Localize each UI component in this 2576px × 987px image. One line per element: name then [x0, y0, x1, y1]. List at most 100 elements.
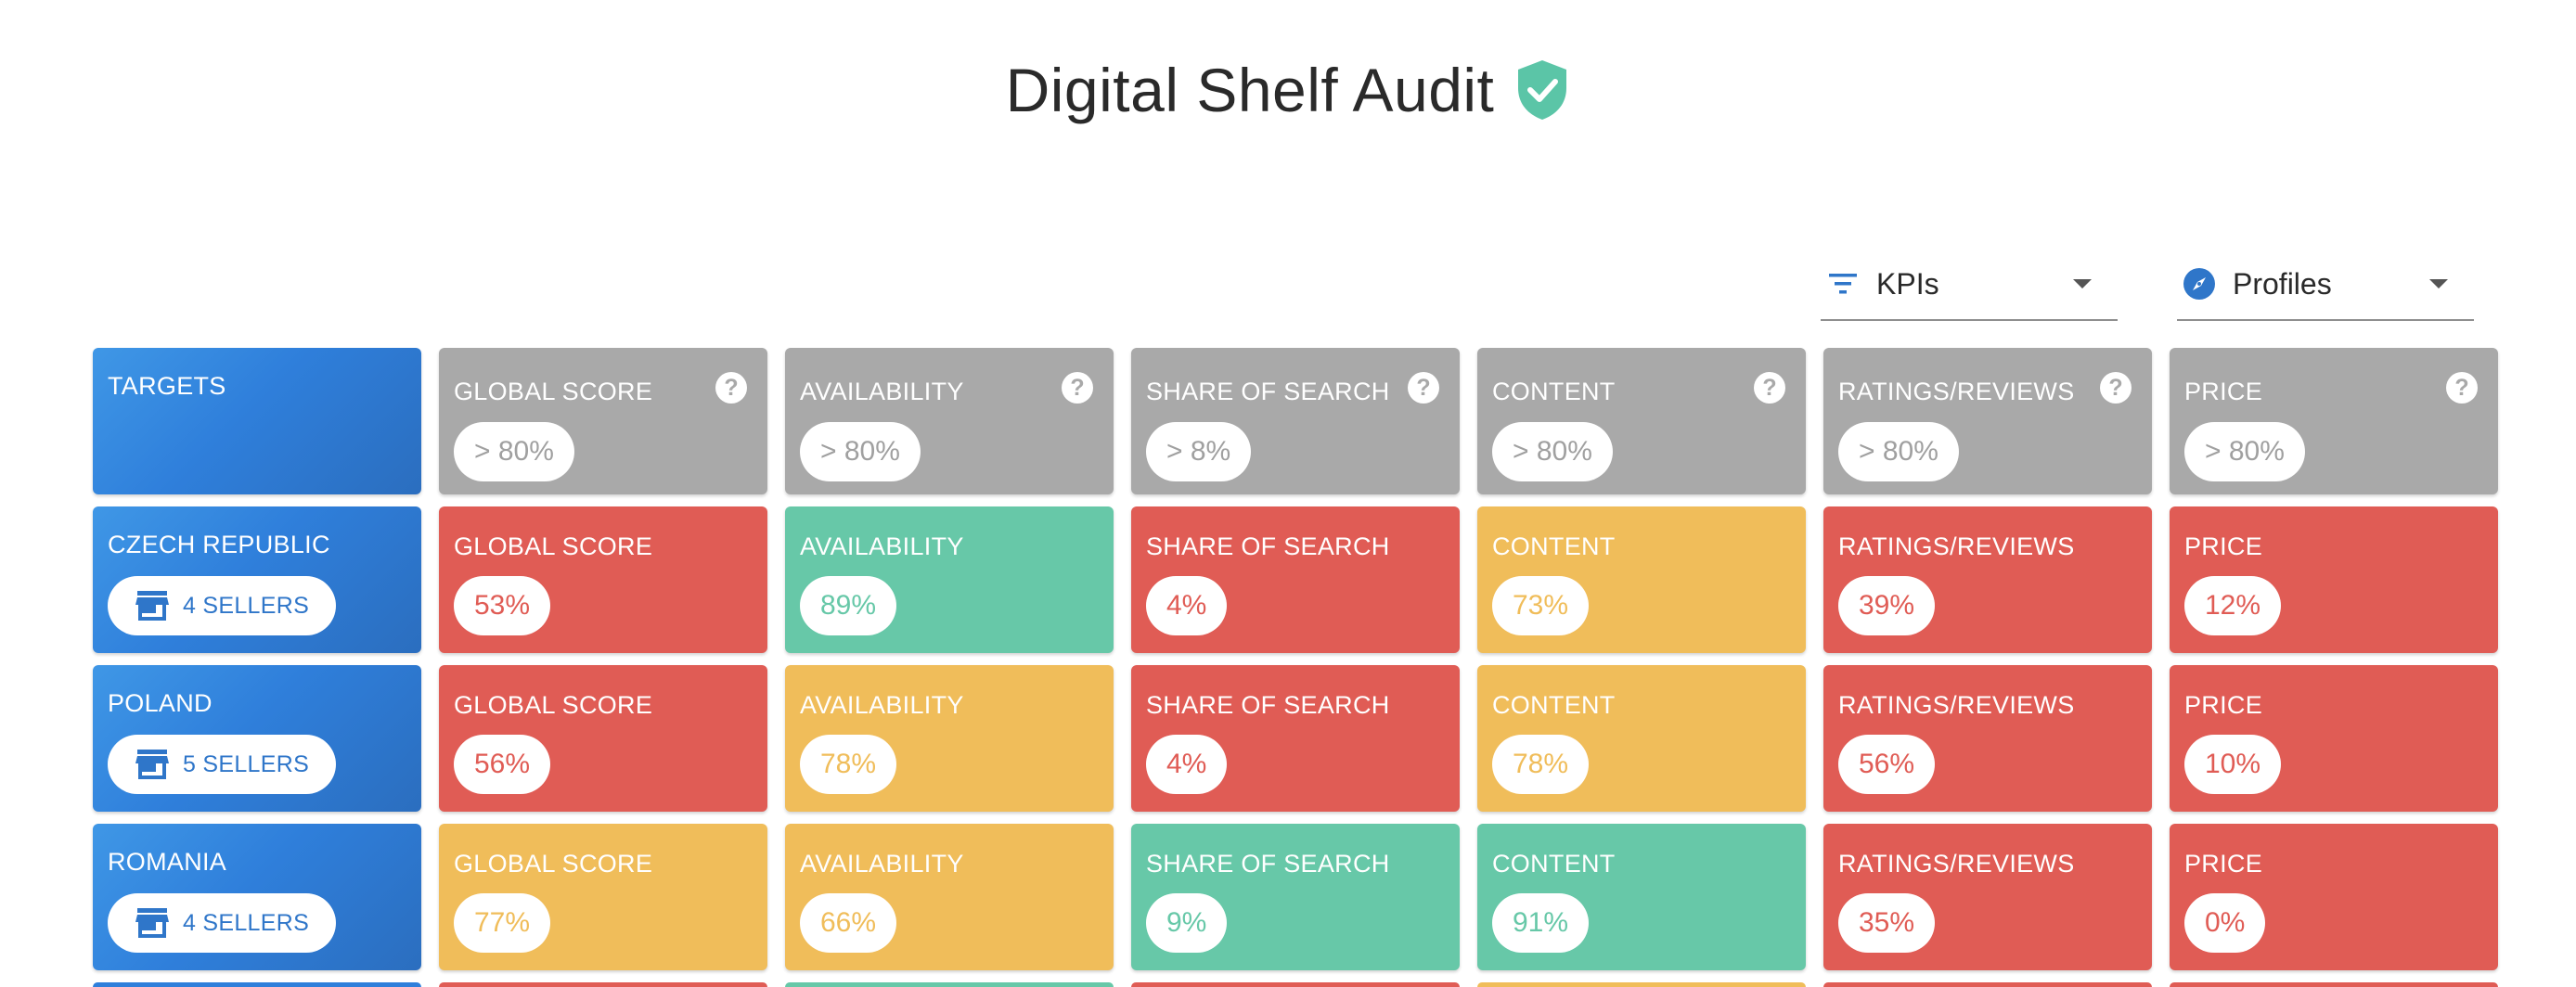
store-icon [135, 750, 169, 779]
next-row-peek-cell [1823, 982, 2152, 987]
sellers-count: 4 SELLERS [182, 909, 310, 936]
store-icon [135, 591, 169, 621]
target-cell-price: PRICE ? > 80% [2170, 348, 2498, 494]
sellers-button[interactable]: 4 SELLERS [108, 576, 336, 635]
country-cell-czech-republic: CZECH REPUBLIC 4 SELLERS [93, 506, 421, 653]
kpi-label: GLOBAL SCORE [454, 378, 653, 405]
next-row-peek-cell [2170, 982, 2498, 987]
kpi-cell[interactable]: GLOBAL SCORE 53% [439, 506, 767, 653]
kpi-label: RATINGS/REVIEWS [1838, 691, 2075, 719]
kpi-label: GLOBAL SCORE [454, 691, 653, 719]
kpi-label: CONTENT [1492, 691, 1616, 719]
kpi-value: 12% [2184, 576, 2282, 635]
kpi-label: GLOBAL SCORE [454, 850, 653, 878]
kpi-cell[interactable]: GLOBAL SCORE 77% [439, 824, 767, 970]
kpi-cell[interactable]: CONTENT 91% [1477, 824, 1806, 970]
chevron-down-icon [2073, 279, 2092, 288]
target-value: > 80% [1492, 422, 1613, 481]
kpi-value: 4% [1146, 576, 1228, 635]
kpi-label: SHARE OF SEARCH [1146, 691, 1390, 719]
kpi-cell[interactable]: AVAILABILITY 66% [785, 824, 1114, 970]
next-row-peek-cell [1477, 982, 1806, 987]
target-cell-share-of-search: SHARE OF SEARCH ? > 8% [1131, 348, 1460, 494]
kpi-cell[interactable]: RATINGS/REVIEWS 39% [1823, 506, 2152, 653]
kpi-label: RATINGS/REVIEWS [1838, 850, 2075, 878]
kpi-label: CONTENT [1492, 850, 1616, 878]
kpi-label: PRICE [2184, 532, 2263, 560]
kpi-cell[interactable]: SHARE OF SEARCH 4% [1131, 506, 1460, 653]
kpi-label: GLOBAL SCORE [454, 532, 653, 560]
kpi-label: CONTENT [1492, 378, 1616, 405]
target-cell-ratings-reviews: RATINGS/REVIEWS ? > 80% [1823, 348, 2152, 494]
target-value: > 80% [454, 422, 574, 481]
kpi-label: PRICE [2184, 691, 2263, 719]
kpi-cell[interactable]: PRICE 12% [2170, 506, 2498, 653]
target-value: > 8% [1146, 422, 1252, 481]
help-icon[interactable]: ? [1408, 372, 1439, 404]
kpi-cell[interactable]: PRICE 10% [2170, 665, 2498, 812]
page-header: Digital Shelf Audit [0, 48, 2576, 132]
sellers-button[interactable]: 5 SELLERS [108, 735, 336, 794]
profiles-dropdown[interactable]: Profiles [2177, 249, 2474, 321]
kpi-label: AVAILABILITY [800, 532, 964, 560]
kpi-value: 35% [1838, 893, 1936, 953]
country-name: ROMANIA [108, 848, 227, 876]
kpi-value: 0% [2184, 893, 2266, 953]
help-icon[interactable]: ? [715, 372, 747, 404]
kpi-cell[interactable]: CONTENT 73% [1477, 506, 1806, 653]
kpi-cell[interactable]: SHARE OF SEARCH 4% [1131, 665, 1460, 812]
kpi-value: 56% [454, 735, 551, 794]
sellers-count: 5 SELLERS [182, 750, 310, 777]
target-cell-availability: AVAILABILITY ? > 80% [785, 348, 1114, 494]
kpi-cell[interactable]: PRICE 0% [2170, 824, 2498, 970]
kpi-value: 4% [1146, 735, 1228, 794]
target-value: > 80% [1838, 422, 1959, 481]
verified-shield-icon [1518, 60, 1567, 120]
kpi-label: RATINGS/REVIEWS [1838, 532, 2075, 560]
next-row-peek-country [93, 982, 421, 987]
page-title: Digital Shelf Audit [1005, 56, 1495, 124]
kpi-value: 53% [454, 576, 551, 635]
kpi-value: 10% [2184, 735, 2282, 794]
kpi-label: SHARE OF SEARCH [1146, 532, 1390, 560]
kpi-label: AVAILABILITY [800, 378, 964, 405]
help-icon[interactable]: ? [1754, 372, 1785, 404]
kpi-value: 56% [1838, 735, 1936, 794]
kpi-value: 78% [800, 735, 897, 794]
help-icon[interactable]: ? [2446, 372, 2478, 404]
help-icon[interactable]: ? [2100, 372, 2132, 404]
targets-label: TARGETS [108, 372, 226, 400]
target-cell-content: CONTENT ? > 80% [1477, 348, 1806, 494]
kpis-dropdown[interactable]: KPIs [1821, 249, 2118, 321]
kpi-cell[interactable]: AVAILABILITY 89% [785, 506, 1114, 653]
target-value: > 80% [800, 422, 921, 481]
chevron-down-icon [2429, 279, 2448, 288]
kpi-value: 91% [1492, 893, 1590, 953]
help-icon[interactable]: ? [1062, 372, 1093, 404]
sellers-count: 4 SELLERS [182, 592, 310, 619]
compass-icon [2183, 268, 2215, 300]
kpi-cell[interactable]: SHARE OF SEARCH 9% [1131, 824, 1460, 970]
next-row-peek-cell [785, 982, 1114, 987]
kpi-value: 73% [1492, 576, 1590, 635]
kpi-cell[interactable]: AVAILABILITY 78% [785, 665, 1114, 812]
kpi-cell[interactable]: RATINGS/REVIEWS 56% [1823, 665, 2152, 812]
kpi-value: 66% [800, 893, 897, 953]
kpi-cell[interactable]: RATINGS/REVIEWS 35% [1823, 824, 2152, 970]
store-icon [135, 908, 169, 938]
filter-lines-icon [1829, 274, 1857, 294]
country-name: CZECH REPUBLIC [108, 531, 330, 558]
country-name: POLAND [108, 689, 213, 717]
kpis-dropdown-label: KPIs [1876, 266, 1939, 301]
kpi-grid: TARGETS GLOBAL SCORE ? > 80% AVAILABILIT… [93, 348, 2498, 970]
kpi-value: 9% [1146, 893, 1228, 953]
sellers-button[interactable]: 4 SELLERS [108, 893, 336, 953]
kpi-cell[interactable]: GLOBAL SCORE 56% [439, 665, 767, 812]
kpi-label: RATINGS/REVIEWS [1838, 378, 2075, 405]
targets-header-cell: TARGETS [93, 348, 421, 494]
target-cell-global-score: GLOBAL SCORE ? > 80% [439, 348, 767, 494]
next-row-peek-cell [439, 982, 767, 987]
kpi-cell[interactable]: CONTENT 78% [1477, 665, 1806, 812]
kpi-value: 78% [1492, 735, 1590, 794]
